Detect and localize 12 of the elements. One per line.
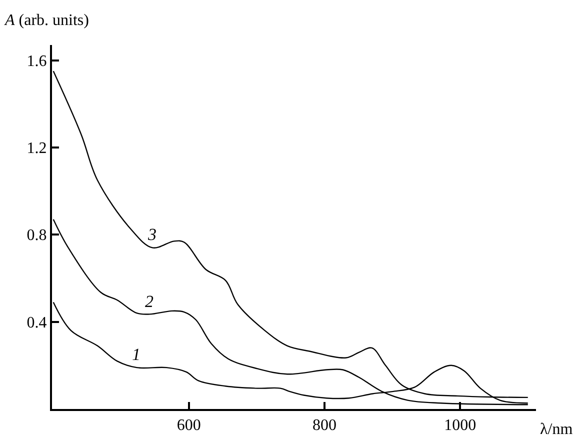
x-tick-label: 1000 (444, 417, 476, 434)
x-tick-label: 800 (312, 417, 336, 434)
y-tick-label: 1.2 (26, 140, 47, 158)
series-label: 2 (145, 292, 154, 311)
y-tick-label: 0.4 (26, 314, 47, 332)
x-axis-title: λ/nm (540, 421, 574, 438)
y-tick-label: 1.6 (26, 52, 47, 70)
series-label: 3 (147, 225, 156, 244)
series-label: 1 (132, 345, 140, 364)
y-tick-label: 0.8 (26, 227, 47, 244)
x-tick-label: 600 (176, 417, 201, 434)
y-axis-title: A (arb. units) (4, 12, 89, 29)
